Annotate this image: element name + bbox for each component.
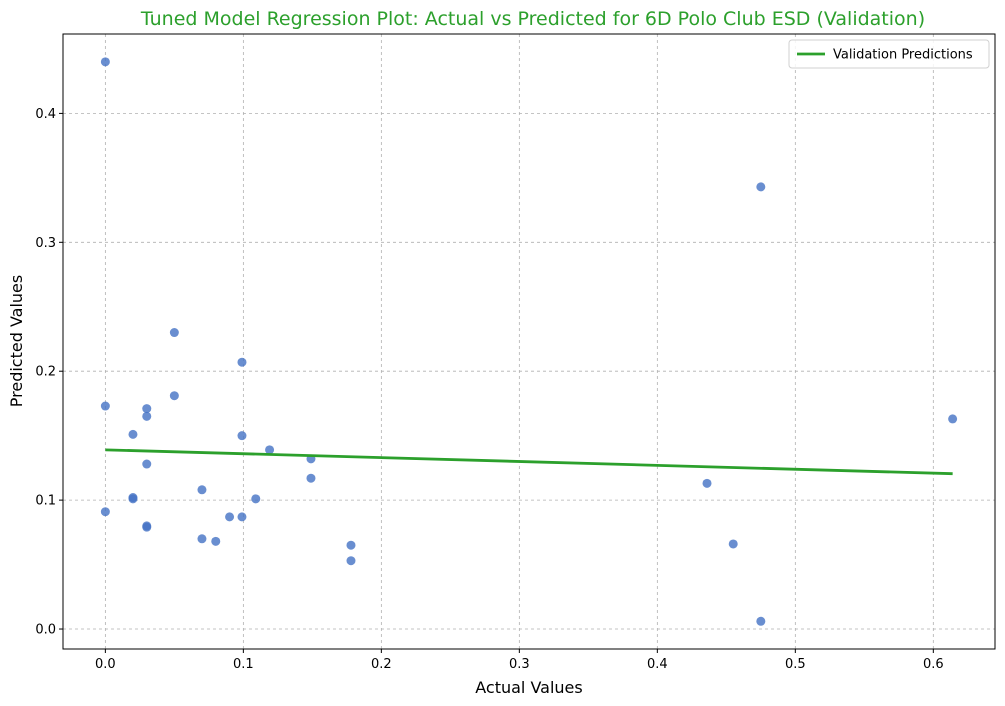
y-tick-label: 0.2 [35, 365, 56, 380]
x-tick-label: 0.0 [95, 657, 116, 672]
scatter-point [306, 473, 316, 483]
scatter-point [265, 445, 275, 455]
scatter-point [197, 534, 207, 544]
scatter-point [237, 431, 247, 441]
x-tick-label: 0.2 [371, 657, 392, 672]
scatter-point [211, 536, 221, 546]
legend-label: Validation Predictions [833, 48, 973, 63]
scatter-point [142, 459, 152, 469]
scatter-point [225, 512, 235, 522]
scatter-point [237, 357, 247, 367]
scatter-point [100, 507, 110, 517]
legend: Validation Predictions [788, 39, 990, 69]
chart-title: Tuned Model Regression Plot: Actual vs P… [140, 8, 925, 30]
scatter-point [169, 328, 179, 338]
scatter-point [142, 404, 152, 414]
x-tick-label: 0.6 [923, 657, 944, 672]
x-axis-ticks: 0.0 0.1 0.2 0.3 0.4 0.5 0.6 [95, 649, 944, 672]
x-tick-label: 0.3 [509, 657, 530, 672]
scatter-points [100, 57, 958, 626]
scatter-point [128, 429, 138, 439]
regression-lines [105, 448, 953, 476]
x-tick-label: 0.4 [647, 657, 668, 672]
y-axis-label: Predicted Values [7, 275, 26, 407]
y-tick-label: 0.1 [35, 494, 56, 509]
scatter-point [100, 401, 110, 411]
x-axis-label: Actual Values [475, 678, 582, 697]
scatter-point [948, 414, 958, 424]
y-axis-ticks: 0.0 0.1 0.2 0.3 0.4 [35, 107, 63, 638]
grid-lines [63, 34, 995, 649]
legend-box [788, 39, 990, 69]
scatter-point [251, 494, 261, 504]
plot-frame [62, 33, 996, 650]
scatter-point [169, 391, 179, 401]
scatter-point [197, 485, 207, 495]
scatter-point [702, 478, 712, 488]
x-tick-label: 0.5 [785, 657, 806, 672]
scatter-point [100, 57, 110, 67]
scatter-point [728, 539, 738, 549]
scatter-point [142, 522, 152, 532]
scatter-point [346, 540, 356, 550]
scatter-point [756, 182, 766, 192]
y-tick-label: 0.4 [35, 107, 56, 122]
scatter-point [128, 494, 138, 504]
y-tick-label: 0.0 [35, 623, 56, 638]
scatter-point [237, 512, 247, 522]
scatter-point [142, 411, 152, 421]
scatter-point [756, 616, 766, 626]
y-tick-label: 0.3 [35, 236, 56, 251]
x-tick-label: 0.1 [233, 657, 254, 672]
regression-line [105, 448, 953, 476]
scatter-point [346, 556, 356, 566]
